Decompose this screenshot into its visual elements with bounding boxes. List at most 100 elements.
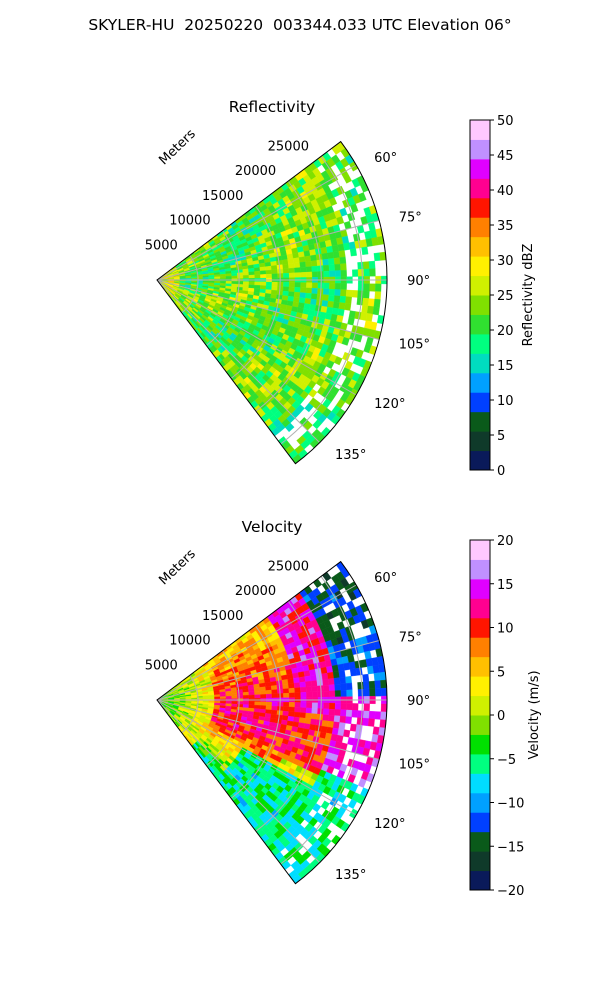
radar-gate [254, 701, 261, 706]
colorbar-block [470, 578, 490, 599]
radar-gate [310, 260, 318, 267]
radar-gate [248, 274, 255, 279]
radar-gate [254, 284, 261, 290]
radar-gate [300, 282, 307, 288]
radar-gate [283, 272, 290, 278]
radar-gate [306, 282, 313, 289]
colorbar-block [470, 637, 490, 658]
azimuth-tick-label: 105° [399, 338, 430, 353]
radar-gate [380, 679, 387, 689]
range-tick-label: 5000 [145, 658, 178, 673]
radar-gate [361, 305, 369, 314]
radar-gate [248, 701, 255, 706]
radar-gate [311, 691, 319, 698]
radar-gate [303, 250, 311, 257]
radar-gate [365, 313, 373, 322]
colorbar-block [470, 314, 490, 335]
azimuth-tick-label: 90° [407, 694, 430, 709]
radar-gate [311, 685, 318, 693]
colorbar-tick-label: 40 [497, 184, 514, 199]
radar-gate [220, 276, 227, 280]
radar-gate [321, 252, 329, 260]
radar-gate [338, 722, 346, 730]
radar-gate [225, 273, 232, 277]
radar-gate [305, 287, 313, 294]
radar-gate [363, 681, 370, 690]
radar-gate [242, 275, 250, 279]
radar-gate [294, 272, 301, 278]
radar-gate [344, 302, 352, 311]
range-tick-label: 25000 [268, 139, 309, 154]
radar-gate [328, 684, 336, 692]
radar-gate [306, 702, 313, 709]
radar-gate [321, 300, 329, 308]
radar-gate [368, 680, 376, 690]
radar-gate [357, 283, 365, 291]
radar-gate [283, 702, 290, 708]
radar-gate [294, 692, 301, 698]
radar-gate [259, 270, 267, 275]
radar-gate [328, 714, 335, 722]
radar-gate [357, 710, 364, 719]
radar-gate [282, 688, 290, 694]
radar-gate [298, 676, 306, 683]
radar-gate [357, 261, 364, 270]
radar-gate [332, 671, 340, 679]
colorbar-block [470, 695, 490, 716]
radar-gate [327, 671, 335, 680]
radar-gate [288, 286, 295, 293]
radar-gate [287, 258, 295, 265]
radar-gate [368, 710, 376, 720]
radar-gate [345, 289, 353, 298]
colorbar-block [470, 450, 490, 471]
radar-gate [349, 723, 357, 732]
radar-gate [219, 273, 227, 277]
radar-gate [297, 671, 305, 678]
radar-gate [300, 272, 307, 278]
velocity-field [157, 561, 388, 884]
radar-gate [333, 356, 343, 366]
radar-gate [299, 292, 307, 299]
radar-gate [332, 301, 340, 309]
radar-gate [260, 274, 267, 279]
radar-gate [288, 683, 295, 689]
radar-gate [288, 272, 296, 278]
radar-gate [305, 712, 312, 720]
reflectivity-range-ticks: 5000 10000 15000 20000 25000 [145, 139, 309, 253]
radar-gate [311, 282, 319, 289]
radar-gate [345, 682, 353, 691]
colorbar-block [470, 598, 490, 619]
radar-gate [323, 702, 330, 710]
radar-gate [288, 706, 295, 713]
colorbar-tick-label: 15 [497, 578, 514, 593]
radar-gate [265, 273, 273, 279]
radar-gate [334, 702, 342, 710]
reflectivity-field [157, 141, 388, 464]
radar-gate [309, 249, 317, 256]
radar-gate [373, 252, 381, 262]
radar-gate [242, 695, 250, 699]
radar-gate [340, 283, 347, 291]
radar-gate [282, 710, 289, 717]
radar-gate [310, 674, 317, 682]
radar-gate [288, 702, 296, 708]
radar-gate [327, 720, 335, 729]
radar-gate [312, 578, 323, 589]
radar-gate [380, 711, 387, 721]
radar-gate [208, 696, 215, 700]
radar-gate [297, 251, 305, 258]
radar-gate [356, 297, 364, 306]
radar-gate [355, 667, 363, 676]
radar-gate [310, 293, 318, 300]
radar-gate [311, 287, 318, 295]
radar-gate [363, 290, 370, 299]
radar-gate [231, 692, 238, 697]
radar-gate [214, 276, 221, 280]
radar-gate [328, 288, 336, 296]
radar-gate [237, 701, 244, 705]
radar-gate [309, 669, 317, 676]
radar-gate [271, 689, 278, 695]
radar-gate [294, 687, 301, 693]
colorbar-tick-label: 45 [497, 149, 514, 164]
radar-gate [340, 683, 347, 691]
